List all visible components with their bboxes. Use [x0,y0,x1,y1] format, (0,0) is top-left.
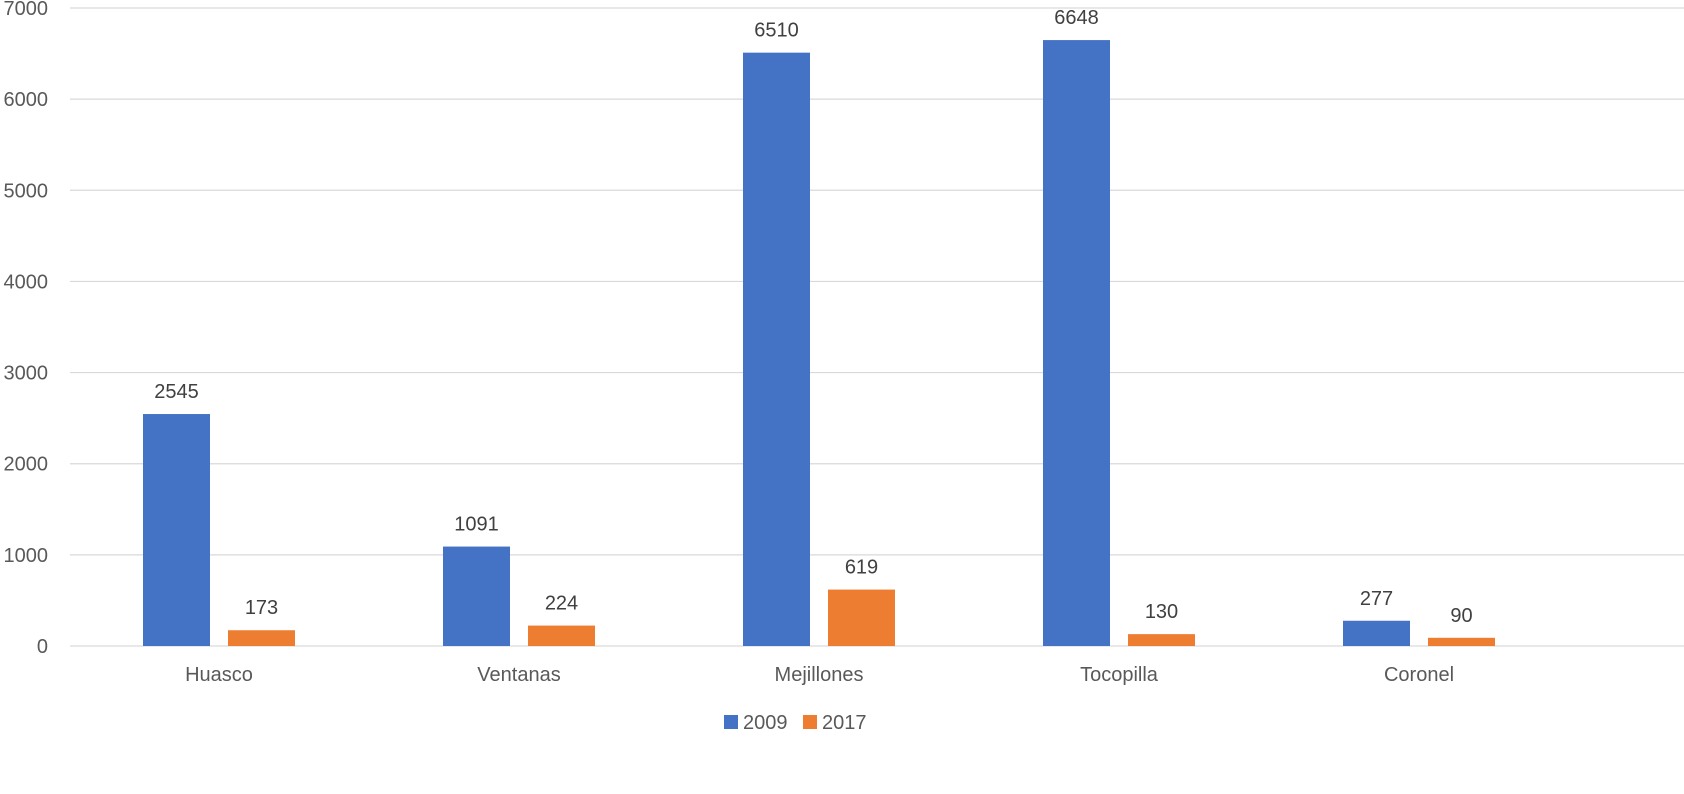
data-label: 130 [1145,601,1178,623]
category-label: Huasco [185,664,253,686]
bar-2017-huasco [228,630,295,646]
bar-2009-coronel [1343,620,1410,646]
bar-2009-ventanas [443,546,510,646]
bar-2017-tocopilla [1128,634,1195,646]
bar-2017-coronel [1428,637,1495,646]
data-label: 6510 [754,20,799,42]
category-label: Coronel [1384,664,1454,686]
legend: 2009 2017 [724,712,867,734]
bar-2017-mejillones [828,589,895,646]
y-tick-label: 1000 [4,545,49,567]
category-label: Ventanas [477,664,560,686]
legend-label: 2017 [822,712,867,734]
y-tick-label: 5000 [4,180,49,202]
y-tick-label: 4000 [4,271,49,293]
data-label: 6648 [1054,7,1099,29]
legend-swatch [803,715,817,729]
data-label: 1091 [454,514,499,536]
data-label: 90 [1450,605,1472,627]
data-label: 277 [1360,588,1393,610]
y-tick-label: 3000 [4,363,49,385]
category-label: Tocopilla [1080,664,1159,686]
x-axis-categories: Huasco Ventanas Mejillones Tocopilla Coronel [185,664,1454,686]
bar-2009-tocopilla [1043,40,1110,647]
y-tick-label: 2000 [4,454,49,476]
data-label: 2545 [154,381,199,403]
gridlines [70,7,1684,647]
data-labels: 2545 1091 6510 6648 277 173 224 619 130 90 [154,7,1472,627]
data-label: 173 [245,597,278,619]
bar-2009-mejillones [743,52,810,647]
legend-label: 2009 [743,712,788,734]
legend-swatch [724,715,738,729]
y-tick-label: 6000 [4,89,49,111]
bar-2009-huasco [143,414,210,646]
bars [143,40,1495,647]
category-label: Mejillones [775,664,864,686]
y-axis-ticks: 0 1000 2000 3000 4000 5000 6000 7000 [4,0,49,658]
y-tick-label: 7000 [4,0,49,20]
data-label: 619 [845,557,878,579]
y-tick-label: 0 [37,636,48,658]
bar-2017-ventanas [528,625,595,646]
data-label: 224 [545,593,578,615]
